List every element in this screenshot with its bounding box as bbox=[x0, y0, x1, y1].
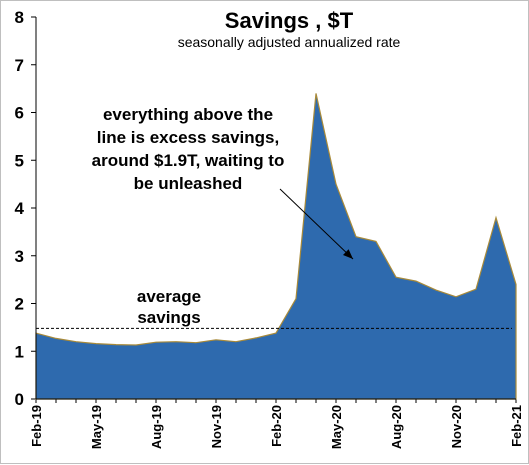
annotation-average-savings: average savings bbox=[137, 287, 201, 327]
x-tick-label: Feb-21 bbox=[509, 405, 524, 447]
annotation-line: line is excess savings, bbox=[97, 128, 279, 147]
x-tick-label: Nov-20 bbox=[449, 405, 464, 448]
annotation-arrow bbox=[279, 188, 354, 260]
savings-area bbox=[35, 93, 517, 400]
chart-title: Savings , $T bbox=[225, 8, 354, 33]
x-tick-label: Nov-19 bbox=[209, 405, 224, 448]
y-tick-label: 7 bbox=[15, 56, 24, 75]
x-tick-label: Aug-20 bbox=[389, 405, 404, 449]
annotation-line: everything above the bbox=[103, 105, 273, 124]
y-axis-ticks: 0 1 2 3 4 5 6 7 8 bbox=[15, 8, 36, 409]
y-tick-label: 8 bbox=[15, 8, 24, 27]
x-tick-label: Feb-20 bbox=[269, 405, 284, 447]
y-tick-label: 6 bbox=[15, 104, 24, 123]
annotation-line: average bbox=[137, 287, 201, 306]
x-tick-label: May-20 bbox=[329, 405, 344, 449]
x-tick-label: Feb-19 bbox=[29, 405, 44, 447]
y-tick-label: 3 bbox=[15, 247, 24, 266]
annotation-arrowhead bbox=[343, 249, 353, 259]
annotation-excess-savings: everything above the line is excess savin… bbox=[92, 105, 285, 193]
y-tick-label: 0 bbox=[15, 390, 24, 409]
y-tick-label: 5 bbox=[15, 151, 24, 170]
y-tick-label: 4 bbox=[15, 199, 25, 218]
annotation-line: be unleashed bbox=[134, 174, 243, 193]
y-tick-label: 2 bbox=[15, 295, 24, 314]
annotation-line: savings bbox=[137, 308, 200, 327]
chart-subtitle: seasonally adjusted annualized rate bbox=[178, 34, 401, 50]
x-tick-label: Aug-19 bbox=[149, 405, 164, 449]
x-tick-label: May-19 bbox=[89, 405, 104, 449]
y-tick-label: 1 bbox=[15, 342, 24, 361]
x-axis-ticks: Feb-19 May-19 Aug-19 Nov-19 Feb-20 May-20 Aug-… bbox=[29, 399, 524, 449]
annotation-line: around $1.9T, waiting to bbox=[92, 151, 285, 170]
